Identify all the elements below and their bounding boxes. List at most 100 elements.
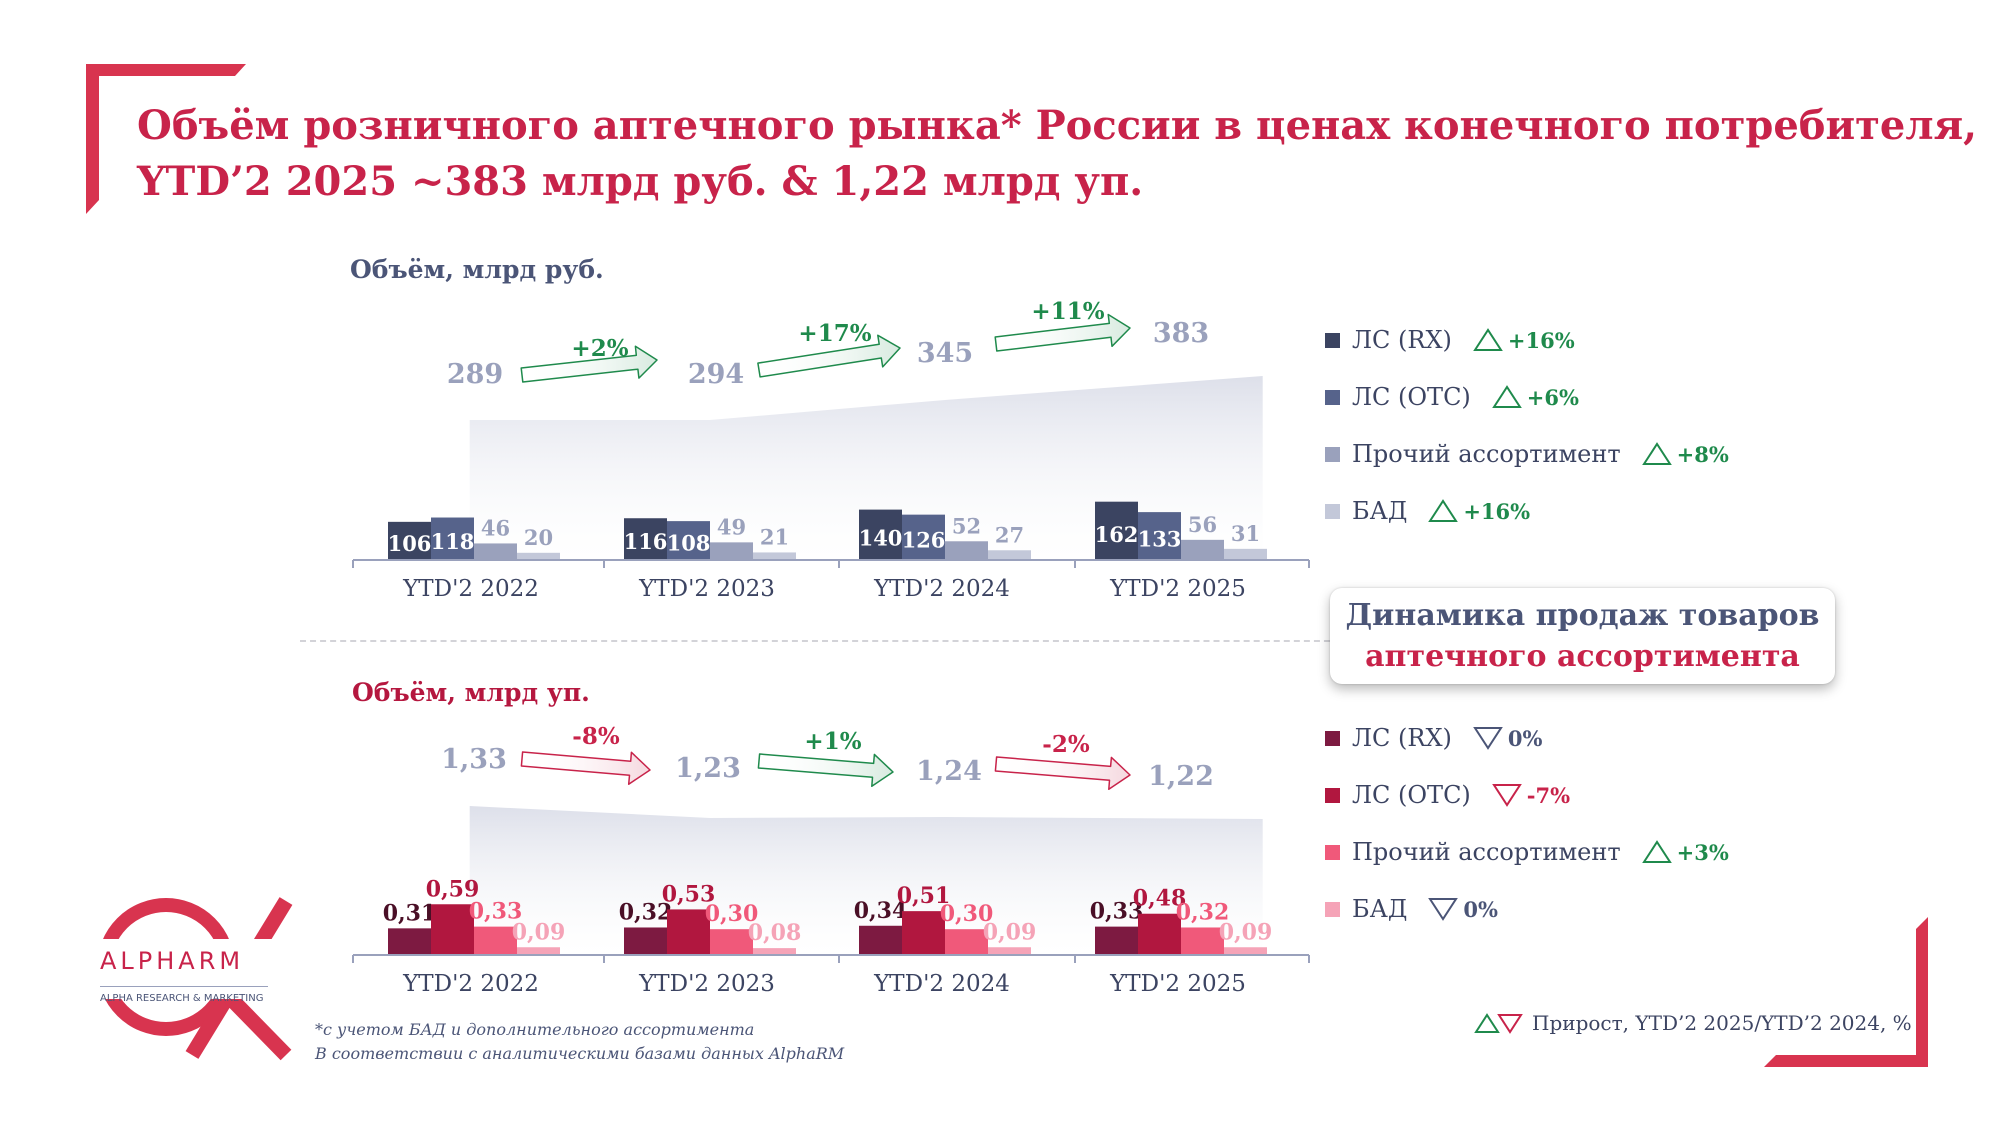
category-label-1-0: YTD'2 2022 (402, 971, 539, 997)
logo-subtitle: ALPHA RESEARCH & MARKETING (100, 993, 264, 1004)
alpharm-logo-icon (96, 897, 296, 1061)
bar-label-0-3-3: 31 (1231, 521, 1260, 546)
bar-1-1-1 (667, 909, 710, 955)
chart-title-value-rub: Объём, млрд руб. (350, 255, 604, 284)
legend-label: ЛС (RX) (1352, 326, 1452, 354)
growth-arrow-1-0 (520, 751, 651, 785)
bar-label-1-2-0: 0,33 (469, 899, 523, 925)
legend-swatch (1325, 446, 1340, 462)
callout-line-2: аптечного ассортимента (1365, 639, 1800, 674)
growth-label-0-2: +11% (1031, 298, 1104, 325)
legend-label: Прочий ассортимент (1352, 838, 1621, 866)
growth-arrow-1-1 (757, 753, 894, 788)
bar-label-0-1-3: 133 (1138, 526, 1182, 551)
bar-1-3-0 (517, 947, 560, 955)
triangle-down-icon (1473, 727, 1503, 750)
callout-line-1: Динамика продаж товаров (1345, 598, 1820, 633)
triangle-down-icon (1428, 898, 1459, 921)
growth-triangles-icon (1474, 1013, 1523, 1034)
bar-0-1-3 (1138, 512, 1181, 560)
bar-label-1-3-1: 0,08 (748, 920, 802, 946)
legend-label: ЛС (OTC) (1352, 383, 1471, 411)
bar-label-1-1-1: 0,53 (662, 881, 716, 907)
legend-swatch (1325, 730, 1340, 746)
bar-1-1-3 (1138, 913, 1181, 955)
bar-1-0-2 (859, 925, 902, 955)
bar-label-1-1-2: 0,51 (897, 883, 951, 909)
bar-1-2-2 (945, 929, 988, 955)
bar-0-2-3 (1181, 539, 1224, 560)
growth-arrow-0-1 (757, 334, 901, 378)
bar-label-1-0-3: 0,33 (1090, 899, 1144, 925)
bar-label-1-2-1: 0,30 (705, 901, 759, 927)
bar-1-2-1 (710, 929, 753, 955)
growth-label-1-0: -8% (572, 723, 620, 750)
bar-0-1-1 (667, 521, 710, 560)
bar-0-2-0 (474, 543, 517, 560)
legend-item-0-3: БАД +16% (1325, 491, 1530, 531)
bar-0-2-1 (710, 542, 753, 560)
legend-label: БАД (1352, 497, 1408, 525)
chart-title-volume-packs: Объём, млрд уп. (352, 678, 590, 707)
legend-item-0-2: Прочий ассортимент +8% (1325, 434, 1729, 474)
total-label-0-1: 294 (688, 359, 744, 390)
legend-swatch (1325, 844, 1340, 860)
bar-0-3-1 (753, 552, 796, 560)
total-label-1-2: 1,24 (916, 756, 982, 787)
bar-1-3-3 (1224, 947, 1267, 955)
bar-1-2-3 (1181, 927, 1224, 955)
bar-0-0-2 (859, 509, 902, 560)
bar-0-3-0 (517, 552, 560, 560)
legend-swatch (1325, 332, 1340, 348)
bar-0-1-0 (431, 517, 474, 560)
legend-label: Прочий ассортимент (1352, 440, 1621, 468)
callout-box: Динамика продаж товаров аптечного ассорт… (1330, 588, 1835, 684)
category-label-1-1: YTD'2 2023 (638, 971, 775, 997)
page-title-line-1: Объём розничного аптечного рынка* России… (137, 102, 1978, 149)
bar-label-0-0-2: 140 (859, 525, 903, 550)
total-label-0-3: 383 (1153, 318, 1209, 349)
category-label-0-1: YTD'2 2023 (638, 576, 775, 602)
bar-0-1-2 (902, 514, 945, 560)
legend-swatch (1325, 901, 1340, 917)
category-label-0-3: YTD'2 2025 (1109, 576, 1246, 602)
bar-0-3-2 (988, 550, 1031, 560)
triangle-up-icon (1641, 840, 1672, 863)
legend-growth-value: 0% (1507, 725, 1543, 751)
growth-label-1-1: +1% (804, 728, 861, 755)
legend-swatch (1325, 787, 1340, 803)
bar-1-3-1 (753, 948, 796, 955)
bar-label-1-2-2: 0,30 (940, 901, 994, 927)
bar-1-0-1 (624, 927, 667, 955)
legend-swatch (1325, 389, 1340, 405)
bar-label-1-1-3: 0,48 (1133, 886, 1187, 912)
total-label-1-3: 1,22 (1148, 761, 1214, 792)
triangle-up-icon (1491, 385, 1522, 408)
legend-growth-value: +16% (1463, 498, 1531, 524)
legend-swatch (1325, 503, 1340, 519)
growth-label-0-1: +17% (798, 320, 871, 347)
legend-item-1-0: ЛС (RX) 0% (1325, 718, 1542, 758)
logo-rule (100, 986, 268, 987)
legend-item-1-2: Прочий ассортимент +3% (1325, 832, 1729, 872)
legend-growth-value: +3% (1676, 839, 1729, 865)
legend-label: ЛС (RX) (1352, 724, 1452, 752)
legend-item-1-1: ЛС (OTC) -7% (1325, 775, 1570, 815)
category-label-1-2: YTD'2 2024 (873, 971, 1010, 997)
growth-label-1-2: -2% (1042, 731, 1090, 758)
bar-label-0-2-1: 49 (717, 514, 746, 539)
footnote-line-1: *с учетом БАД и дополнительного ассортим… (315, 1020, 755, 1039)
total-label-0-0: 289 (447, 359, 503, 390)
legend-label: ЛС (OTC) (1352, 781, 1471, 809)
triangle-up-icon (1428, 499, 1459, 522)
bar-label-1-2-3: 0,32 (1176, 899, 1230, 925)
growth-note: Прирост, YTD’2 2025/YTD’2 2024, % (1474, 1011, 1912, 1035)
bar-label-1-0-0: 0,31 (383, 900, 437, 926)
bar-1-2-0 (474, 926, 517, 955)
growth-arrow-1-2 (994, 756, 1131, 791)
bar-0-0-0 (388, 521, 431, 560)
